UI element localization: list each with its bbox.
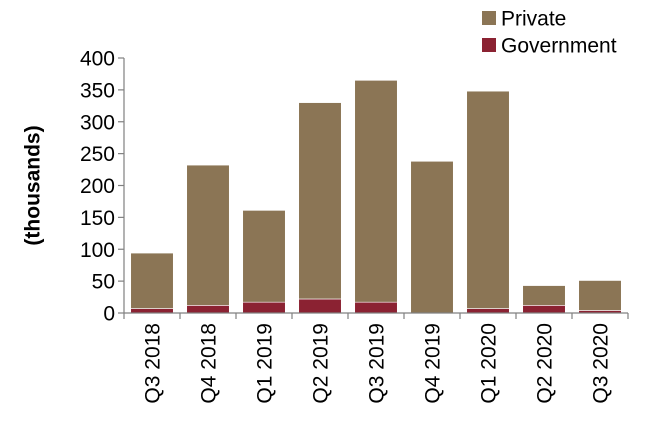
x-category-label: Q4 2019 xyxy=(422,323,445,404)
legend: Private Government xyxy=(482,8,617,58)
bar-private-segment xyxy=(354,80,398,303)
y-tick-label: 0 xyxy=(103,303,115,326)
x-category-label: Q1 2019 xyxy=(254,323,277,404)
y-tick-label: 150 xyxy=(80,207,115,230)
bar-government-segment xyxy=(298,298,342,314)
y-tick-label: 200 xyxy=(80,175,115,198)
y-tick-label: 100 xyxy=(80,239,115,262)
bar-private-segment xyxy=(522,285,566,306)
y-tick-label: 350 xyxy=(80,79,115,102)
bar-government-segment xyxy=(522,305,566,314)
y-tick-label: 300 xyxy=(80,111,115,134)
bar-government-segment xyxy=(130,308,174,314)
bar-private-segment xyxy=(298,102,342,300)
x-axis: Q3 2018 Q4 2018 Q1 2019 Q2 2019 Q3 2019 Q4 20… xyxy=(123,312,629,404)
bar-government-segment xyxy=(186,305,230,314)
bar-government-segment xyxy=(354,301,398,314)
legend-label-government: Government xyxy=(501,35,617,58)
y-tick-label: 50 xyxy=(92,271,115,294)
x-category-label: Q2 2019 xyxy=(310,323,333,404)
legend-label-private: Private xyxy=(501,8,566,31)
bar-private-segment xyxy=(130,252,174,309)
x-category-label: Q1 2020 xyxy=(478,323,501,404)
bar-private-segment xyxy=(466,90,510,309)
y-axis: 0 50 100 150 200 250 300 350 400 xyxy=(80,48,125,326)
bar-government-segment xyxy=(242,301,286,314)
y-tick-label: 250 xyxy=(80,143,115,166)
bars xyxy=(130,80,622,314)
x-category-label: Q3 2020 xyxy=(590,323,613,404)
x-category-label: Q4 2018 xyxy=(198,323,221,404)
bar-private-segment xyxy=(242,210,286,303)
bar-private-segment xyxy=(186,164,230,306)
bar-private-segment xyxy=(410,160,454,314)
bar-government-segment xyxy=(466,308,510,314)
x-category-label: Q3 2018 xyxy=(142,323,165,404)
y-tick-label: 400 xyxy=(80,48,115,71)
bar-private-segment xyxy=(578,280,622,311)
x-category-label: Q3 2019 xyxy=(366,323,389,404)
x-category-label: Q2 2020 xyxy=(534,323,557,404)
legend-swatch-government xyxy=(482,38,496,52)
y-axis-title: (thousands) xyxy=(21,125,44,245)
legend-swatch-private xyxy=(482,11,496,25)
